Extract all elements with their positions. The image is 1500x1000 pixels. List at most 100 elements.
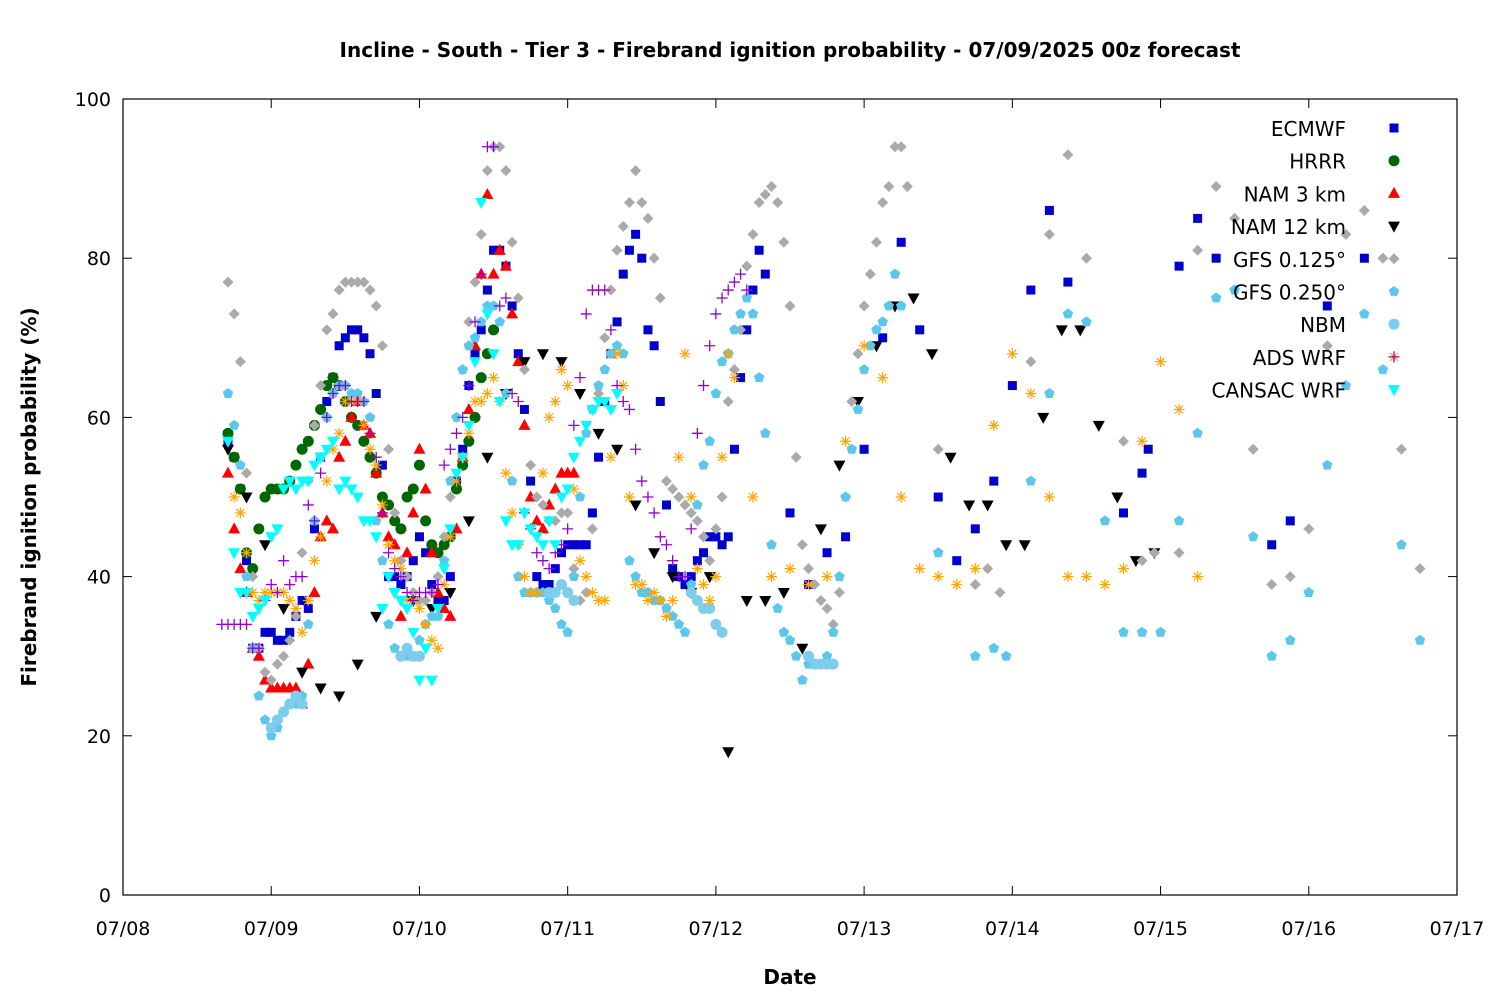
series-nbm bbox=[265, 579, 839, 734]
y-tick-label: 0 bbox=[99, 885, 111, 907]
legend-marker bbox=[1388, 253, 1400, 265]
data-point bbox=[407, 506, 420, 518]
data-point bbox=[840, 435, 852, 447]
data-point bbox=[821, 650, 833, 661]
legend-marker bbox=[1388, 155, 1400, 167]
data-point bbox=[247, 563, 259, 575]
data-point bbox=[1303, 523, 1315, 535]
data-point bbox=[821, 602, 833, 614]
data-point bbox=[852, 403, 864, 414]
data-point bbox=[426, 587, 438, 599]
data-point bbox=[512, 292, 524, 304]
data-point bbox=[660, 539, 672, 551]
data-point bbox=[630, 579, 642, 591]
data-point bbox=[828, 626, 839, 637]
data-point bbox=[1099, 579, 1111, 591]
data-point bbox=[821, 571, 833, 583]
x-axis-label: Date bbox=[763, 965, 816, 989]
data-point bbox=[370, 300, 382, 312]
data-point bbox=[401, 546, 414, 558]
data-point bbox=[1211, 253, 1221, 263]
data-point bbox=[302, 594, 314, 606]
data-point bbox=[611, 348, 623, 360]
data-point bbox=[315, 531, 327, 543]
data-point bbox=[321, 324, 333, 336]
data-point bbox=[346, 276, 358, 288]
data-point bbox=[221, 436, 234, 448]
data-point bbox=[604, 404, 617, 416]
data-point bbox=[630, 443, 642, 455]
data-point bbox=[234, 562, 247, 574]
data-point bbox=[376, 507, 388, 519]
x-tick-label: 07/09 bbox=[244, 918, 299, 940]
data-point bbox=[895, 300, 907, 311]
data-point bbox=[777, 588, 790, 600]
data-point bbox=[228, 451, 240, 463]
data-point bbox=[296, 626, 308, 638]
data-point bbox=[1303, 587, 1314, 597]
data-point bbox=[506, 388, 518, 400]
data-point bbox=[605, 324, 617, 336]
legend-marker bbox=[1388, 186, 1400, 198]
x-tick-label: 07/14 bbox=[985, 918, 1040, 940]
plot-frame bbox=[122, 98, 1458, 896]
data-point bbox=[302, 435, 314, 447]
series-gfs-0-250- bbox=[222, 268, 1426, 741]
data-point bbox=[988, 419, 1000, 431]
data-point bbox=[315, 380, 327, 392]
data-point bbox=[790, 650, 802, 661]
data-point bbox=[636, 196, 648, 208]
data-point bbox=[253, 642, 265, 654]
data-point bbox=[271, 587, 283, 599]
data-point bbox=[562, 380, 574, 392]
data-point bbox=[241, 467, 253, 479]
data-point bbox=[450, 522, 463, 534]
data-point bbox=[531, 587, 543, 599]
data-point bbox=[580, 420, 593, 432]
series-nam-3-km bbox=[221, 188, 580, 709]
data-point bbox=[1007, 381, 1017, 391]
data-point bbox=[469, 276, 481, 288]
data-point bbox=[512, 355, 525, 367]
data-point bbox=[500, 388, 512, 398]
data-point bbox=[679, 348, 691, 360]
data-point bbox=[981, 500, 994, 512]
data-point bbox=[599, 364, 610, 375]
data-point bbox=[785, 508, 795, 518]
data-point bbox=[333, 450, 346, 462]
data-point bbox=[766, 539, 777, 550]
data-point bbox=[574, 372, 586, 384]
data-point bbox=[1193, 213, 1203, 223]
data-point bbox=[489, 245, 499, 255]
data-point bbox=[438, 459, 450, 471]
x-tick-label: 07/12 bbox=[689, 918, 744, 940]
data-point bbox=[605, 451, 617, 463]
data-point bbox=[493, 243, 506, 255]
data-point bbox=[1148, 547, 1160, 559]
data-point bbox=[691, 515, 703, 527]
data-point bbox=[462, 516, 475, 528]
data-point bbox=[686, 579, 697, 589]
data-point bbox=[1037, 412, 1050, 424]
data-point bbox=[358, 276, 370, 288]
data-point bbox=[470, 349, 480, 359]
data-point bbox=[413, 675, 426, 687]
data-point bbox=[982, 563, 994, 575]
data-point bbox=[648, 548, 661, 560]
data-point bbox=[1395, 443, 1407, 455]
data-point bbox=[1080, 571, 1092, 583]
data-point bbox=[469, 411, 481, 423]
data-point bbox=[259, 491, 271, 503]
data-point bbox=[271, 658, 283, 670]
data-point bbox=[877, 372, 889, 384]
data-point bbox=[654, 531, 666, 543]
data-point bbox=[691, 427, 703, 439]
data-point bbox=[611, 389, 624, 401]
data-point bbox=[765, 181, 777, 193]
data-point bbox=[444, 609, 457, 621]
data-point bbox=[728, 364, 740, 376]
legend-label: NAM 12 km bbox=[1231, 215, 1346, 239]
data-point bbox=[321, 380, 333, 392]
data-point bbox=[518, 364, 530, 376]
data-point bbox=[543, 411, 555, 423]
